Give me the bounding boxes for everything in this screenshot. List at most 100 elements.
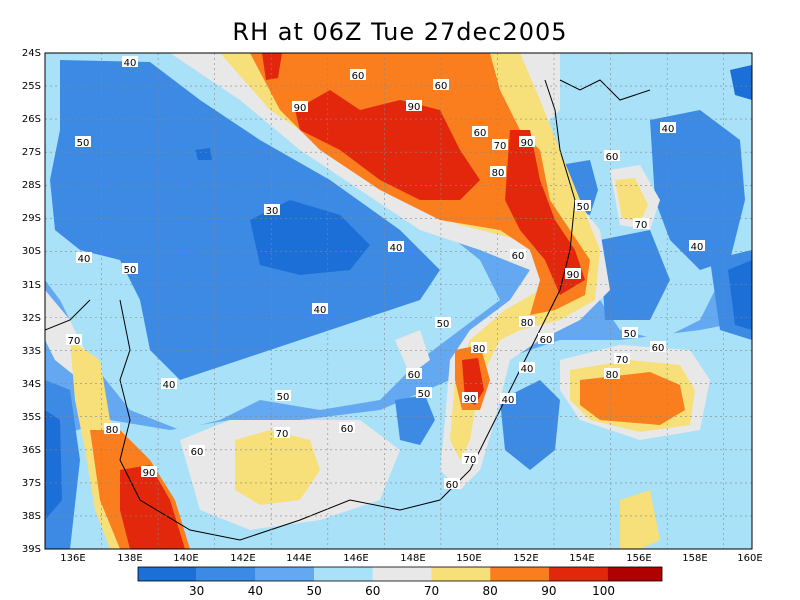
- contour-label: 60: [191, 447, 204, 458]
- colorbar-label: 90: [541, 584, 556, 598]
- longitude-axis: 136E 138E 140E 142E 144E 146E 148E 150E …: [60, 553, 762, 564]
- contour-label: 50: [77, 138, 90, 149]
- lat-label: 30S: [22, 246, 41, 257]
- contour-label: 60: [408, 370, 421, 381]
- lon-label: 154E: [569, 553, 594, 564]
- lat-label: 24S: [22, 48, 41, 59]
- lat-label: 38S: [22, 511, 41, 522]
- lat-label: 25S: [22, 81, 41, 92]
- contour-label: 60: [341, 424, 354, 435]
- contour-label: 60: [352, 71, 365, 82]
- colorbar-label: 100: [592, 584, 615, 598]
- map-title: RH at 06Z Tue 27dec2005: [232, 18, 568, 46]
- lat-label: 34S: [22, 379, 41, 390]
- contour-label: 50: [124, 265, 137, 276]
- contour-label: 80: [492, 168, 505, 179]
- colorbar-swatch: [548, 567, 608, 581]
- contour-label: 90: [464, 394, 477, 405]
- colorbar-label: 60: [365, 584, 380, 598]
- colorbar-label: 30: [189, 584, 204, 598]
- contour-label: 60: [446, 480, 459, 491]
- lat-label: 35S: [22, 412, 41, 423]
- lat-label: 36S: [22, 445, 41, 456]
- contour-label: 60: [512, 251, 525, 262]
- contour-label: 80: [473, 344, 486, 355]
- lat-label: 26S: [22, 114, 41, 125]
- colorbar-swatch: [490, 567, 549, 581]
- colorbar-swatch: [255, 567, 315, 581]
- colorbar-swatch: [431, 567, 491, 581]
- lon-label: 152E: [513, 553, 538, 564]
- contour-label: 50: [418, 389, 431, 400]
- lat-label: 37S: [22, 478, 41, 489]
- contour-label: 40: [521, 364, 534, 375]
- colorbar-swatch: [138, 567, 197, 581]
- lon-label: 144E: [286, 553, 311, 564]
- colorbar-label: 50: [306, 584, 321, 598]
- contour-label: 60: [474, 128, 487, 139]
- contour-label: 40: [390, 243, 403, 254]
- lat-label: 32S: [22, 313, 41, 324]
- colorbar-label: 80: [483, 584, 498, 598]
- contour-label: 50: [437, 319, 450, 330]
- contour-label: 60: [540, 335, 553, 346]
- contour-label: 40: [163, 380, 176, 391]
- contour-fill-layer: [45, 53, 752, 549]
- contour-label: 60: [435, 81, 448, 92]
- contour-label: 70: [616, 355, 629, 366]
- contour-label: 40: [78, 254, 91, 265]
- lat-label: 28S: [22, 180, 41, 191]
- contour-label: 40: [314, 305, 327, 316]
- colorbar-swatch: [196, 567, 256, 581]
- lon-label: 156E: [626, 553, 651, 564]
- plot-frame: [44, 52, 753, 550]
- contour-label: 40: [691, 242, 704, 253]
- lon-label: 160E: [737, 553, 762, 564]
- contour-label: 50: [577, 202, 590, 213]
- contour-label: 90: [294, 103, 307, 114]
- contour-label: 70: [635, 220, 648, 231]
- colorbar-swatch: [314, 567, 373, 581]
- lon-label: 146E: [343, 553, 368, 564]
- colorbar-swatch: [607, 567, 662, 581]
- contour-label: 70: [276, 429, 289, 440]
- contour-labels: 40 60 60 50 90 90 60 70 90 40 60 80 50 3…: [66, 56, 705, 491]
- contour-label: 90: [143, 468, 156, 479]
- lon-label: 138E: [117, 553, 142, 564]
- contour-label: 80: [106, 425, 119, 436]
- lat-label: 31S: [22, 280, 41, 291]
- contour-label: 40: [662, 124, 675, 135]
- contour-label: 70: [494, 141, 507, 152]
- colorbar-label: 40: [248, 584, 263, 598]
- contour-label: 70: [68, 336, 81, 347]
- contour-label: 50: [277, 392, 290, 403]
- colorbar-label: 70: [424, 584, 439, 598]
- latitude-axis: 24S 25S 26S 27S 28S 29S 30S 31S 32S 33S …: [22, 48, 41, 555]
- contour-label: 30: [266, 206, 279, 217]
- lat-label: 29S: [22, 213, 41, 224]
- contour-label: 60: [606, 152, 619, 163]
- contour-label: 80: [606, 370, 619, 381]
- coastline-layer: [45, 79, 651, 541]
- contour-label: 70: [464, 455, 477, 466]
- lon-label: 158E: [682, 553, 707, 564]
- contour-label: 90: [408, 102, 421, 113]
- lat-label: 27S: [22, 147, 41, 158]
- lat-label: 39S: [22, 544, 41, 555]
- colorbar-swatch: [372, 567, 432, 581]
- contour-label: 60: [652, 343, 665, 354]
- contour-label: 90: [521, 138, 534, 149]
- lon-label: 142E: [230, 553, 255, 564]
- lon-label: 136E: [60, 553, 85, 564]
- contour-label: 50: [624, 329, 637, 340]
- lon-label: 140E: [173, 553, 198, 564]
- contour-label: 40: [502, 395, 515, 406]
- contour-label: 80: [521, 318, 534, 329]
- contour-label: 90: [567, 270, 580, 281]
- contour-label: 40: [124, 58, 137, 69]
- lon-label: 150E: [456, 553, 481, 564]
- colorbar: 30 40 50 60 70 80 90 100: [137, 566, 663, 598]
- lat-label: 33S: [22, 346, 41, 357]
- lon-label: 148E: [400, 553, 425, 564]
